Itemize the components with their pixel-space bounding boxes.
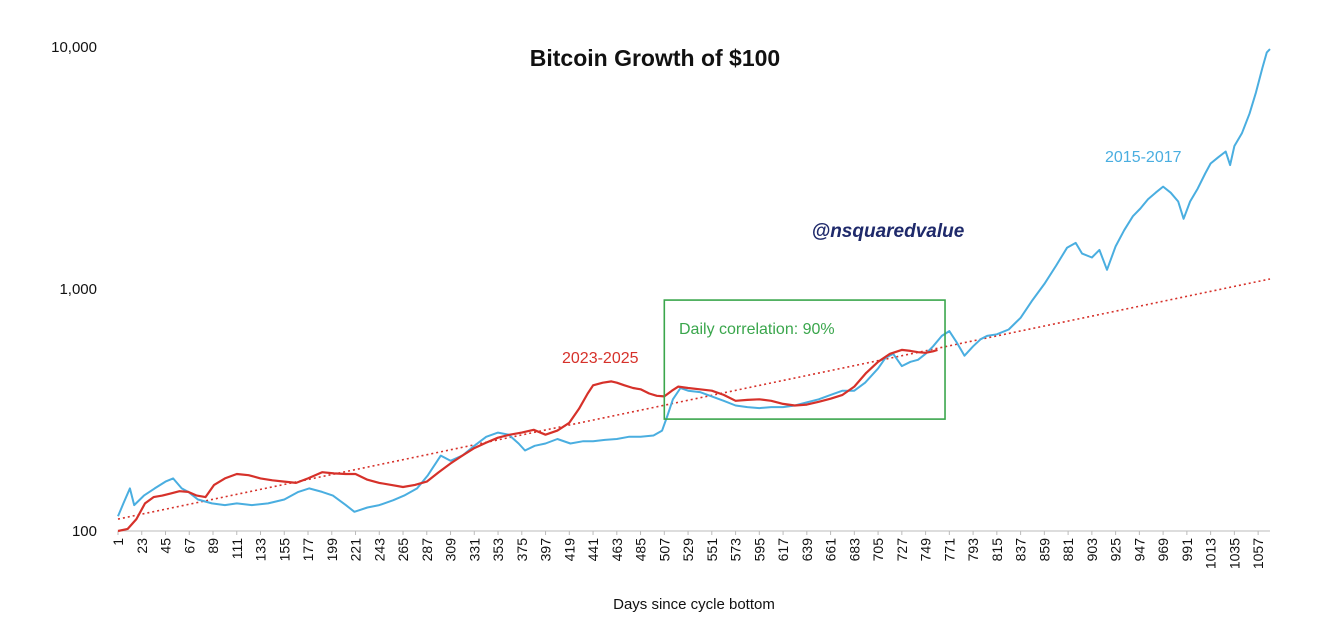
- x-tick-label: 199: [324, 538, 340, 562]
- series-label-2023-2025: 2023-2025: [562, 350, 639, 367]
- x-axis-label: Days since cycle bottom: [613, 596, 775, 613]
- correlation-box: [663, 299, 946, 420]
- x-tick-label: 45: [158, 538, 174, 554]
- x-tick-label: 947: [1131, 538, 1147, 562]
- x-tick-label: 617: [775, 538, 791, 562]
- x-tick-label: 727: [894, 538, 910, 562]
- correlation-label: Daily correlation: 90%: [679, 321, 835, 338]
- series-line-2023-2025: [117, 348, 938, 533]
- x-tick-label: 529: [680, 538, 696, 562]
- x-tick-label: 177: [300, 538, 316, 562]
- x-tick-label: 243: [371, 538, 387, 562]
- x-tick-label: 507: [656, 538, 672, 562]
- x-tick-label: 287: [419, 538, 435, 562]
- x-tick-label: 265: [395, 538, 411, 562]
- x-tick-label: 67: [181, 538, 197, 554]
- x-tick-label: 309: [443, 538, 459, 562]
- series-line-2015-2017: [117, 48, 1271, 517]
- x-tick-label: 991: [1179, 538, 1195, 562]
- x-tick-label: 749: [918, 538, 934, 562]
- x-tick-label: 969: [1155, 538, 1171, 562]
- x-tick-label: 815: [989, 538, 1005, 562]
- x-tick-label: 89: [205, 538, 221, 554]
- x-tick-label: 925: [1108, 538, 1124, 562]
- y-tick-label: 10,000: [51, 39, 97, 56]
- x-tick-label: 353: [490, 538, 506, 562]
- x-tick-label: 595: [751, 538, 767, 562]
- x-tick-label: 397: [538, 538, 554, 562]
- x-tick-label: 683: [846, 538, 862, 562]
- x-tick-label: 441: [585, 538, 601, 562]
- watermark: @nsquaredvalue: [812, 221, 965, 242]
- x-tick-label: 859: [1036, 538, 1052, 562]
- x-tick-label: 1035: [1226, 538, 1242, 569]
- x-tick-label: 1013: [1203, 538, 1219, 569]
- y-tick-label: 100: [72, 523, 97, 540]
- x-tick-label: 771: [941, 538, 957, 562]
- x-tick-label: 1: [110, 538, 126, 546]
- x-tick-label: 463: [609, 538, 625, 562]
- x-tick-label: 639: [799, 538, 815, 562]
- x-tick-label: 881: [1060, 538, 1076, 562]
- x-tick-label: 375: [514, 538, 530, 562]
- trendline: [117, 278, 1271, 520]
- x-tick-label: 133: [253, 538, 269, 562]
- x-tick-label: 23: [134, 538, 150, 554]
- x-tick-label: 419: [561, 538, 577, 562]
- x-tick-label: 573: [728, 538, 744, 562]
- x-tick-label: 903: [1084, 538, 1100, 562]
- chart-title: Bitcoin Growth of $100: [530, 45, 780, 71]
- x-tick-label: 551: [704, 538, 720, 562]
- x-tick-label: 705: [870, 538, 886, 562]
- x-tick-label: 485: [633, 538, 649, 562]
- x-tick-label: 793: [965, 538, 981, 562]
- x-axis: 1 23 45 67 89 111 133 155 177 199 221 243 265 287 309 3…: [110, 531, 1266, 569]
- x-tick-label: 1057: [1250, 538, 1266, 569]
- x-tick-label: 155: [276, 538, 292, 562]
- y-tick-label: 1,000: [59, 281, 97, 298]
- x-tick-label: 111: [229, 538, 245, 559]
- x-tick-label: 837: [1013, 538, 1029, 562]
- series-label-2015-2017: 2015-2017: [1105, 149, 1182, 166]
- x-tick-label: 221: [348, 538, 364, 562]
- x-tick-label: 661: [823, 538, 839, 562]
- y-axis: 100 1,000 10,000: [51, 39, 97, 540]
- x-tick-label: 331: [466, 538, 482, 562]
